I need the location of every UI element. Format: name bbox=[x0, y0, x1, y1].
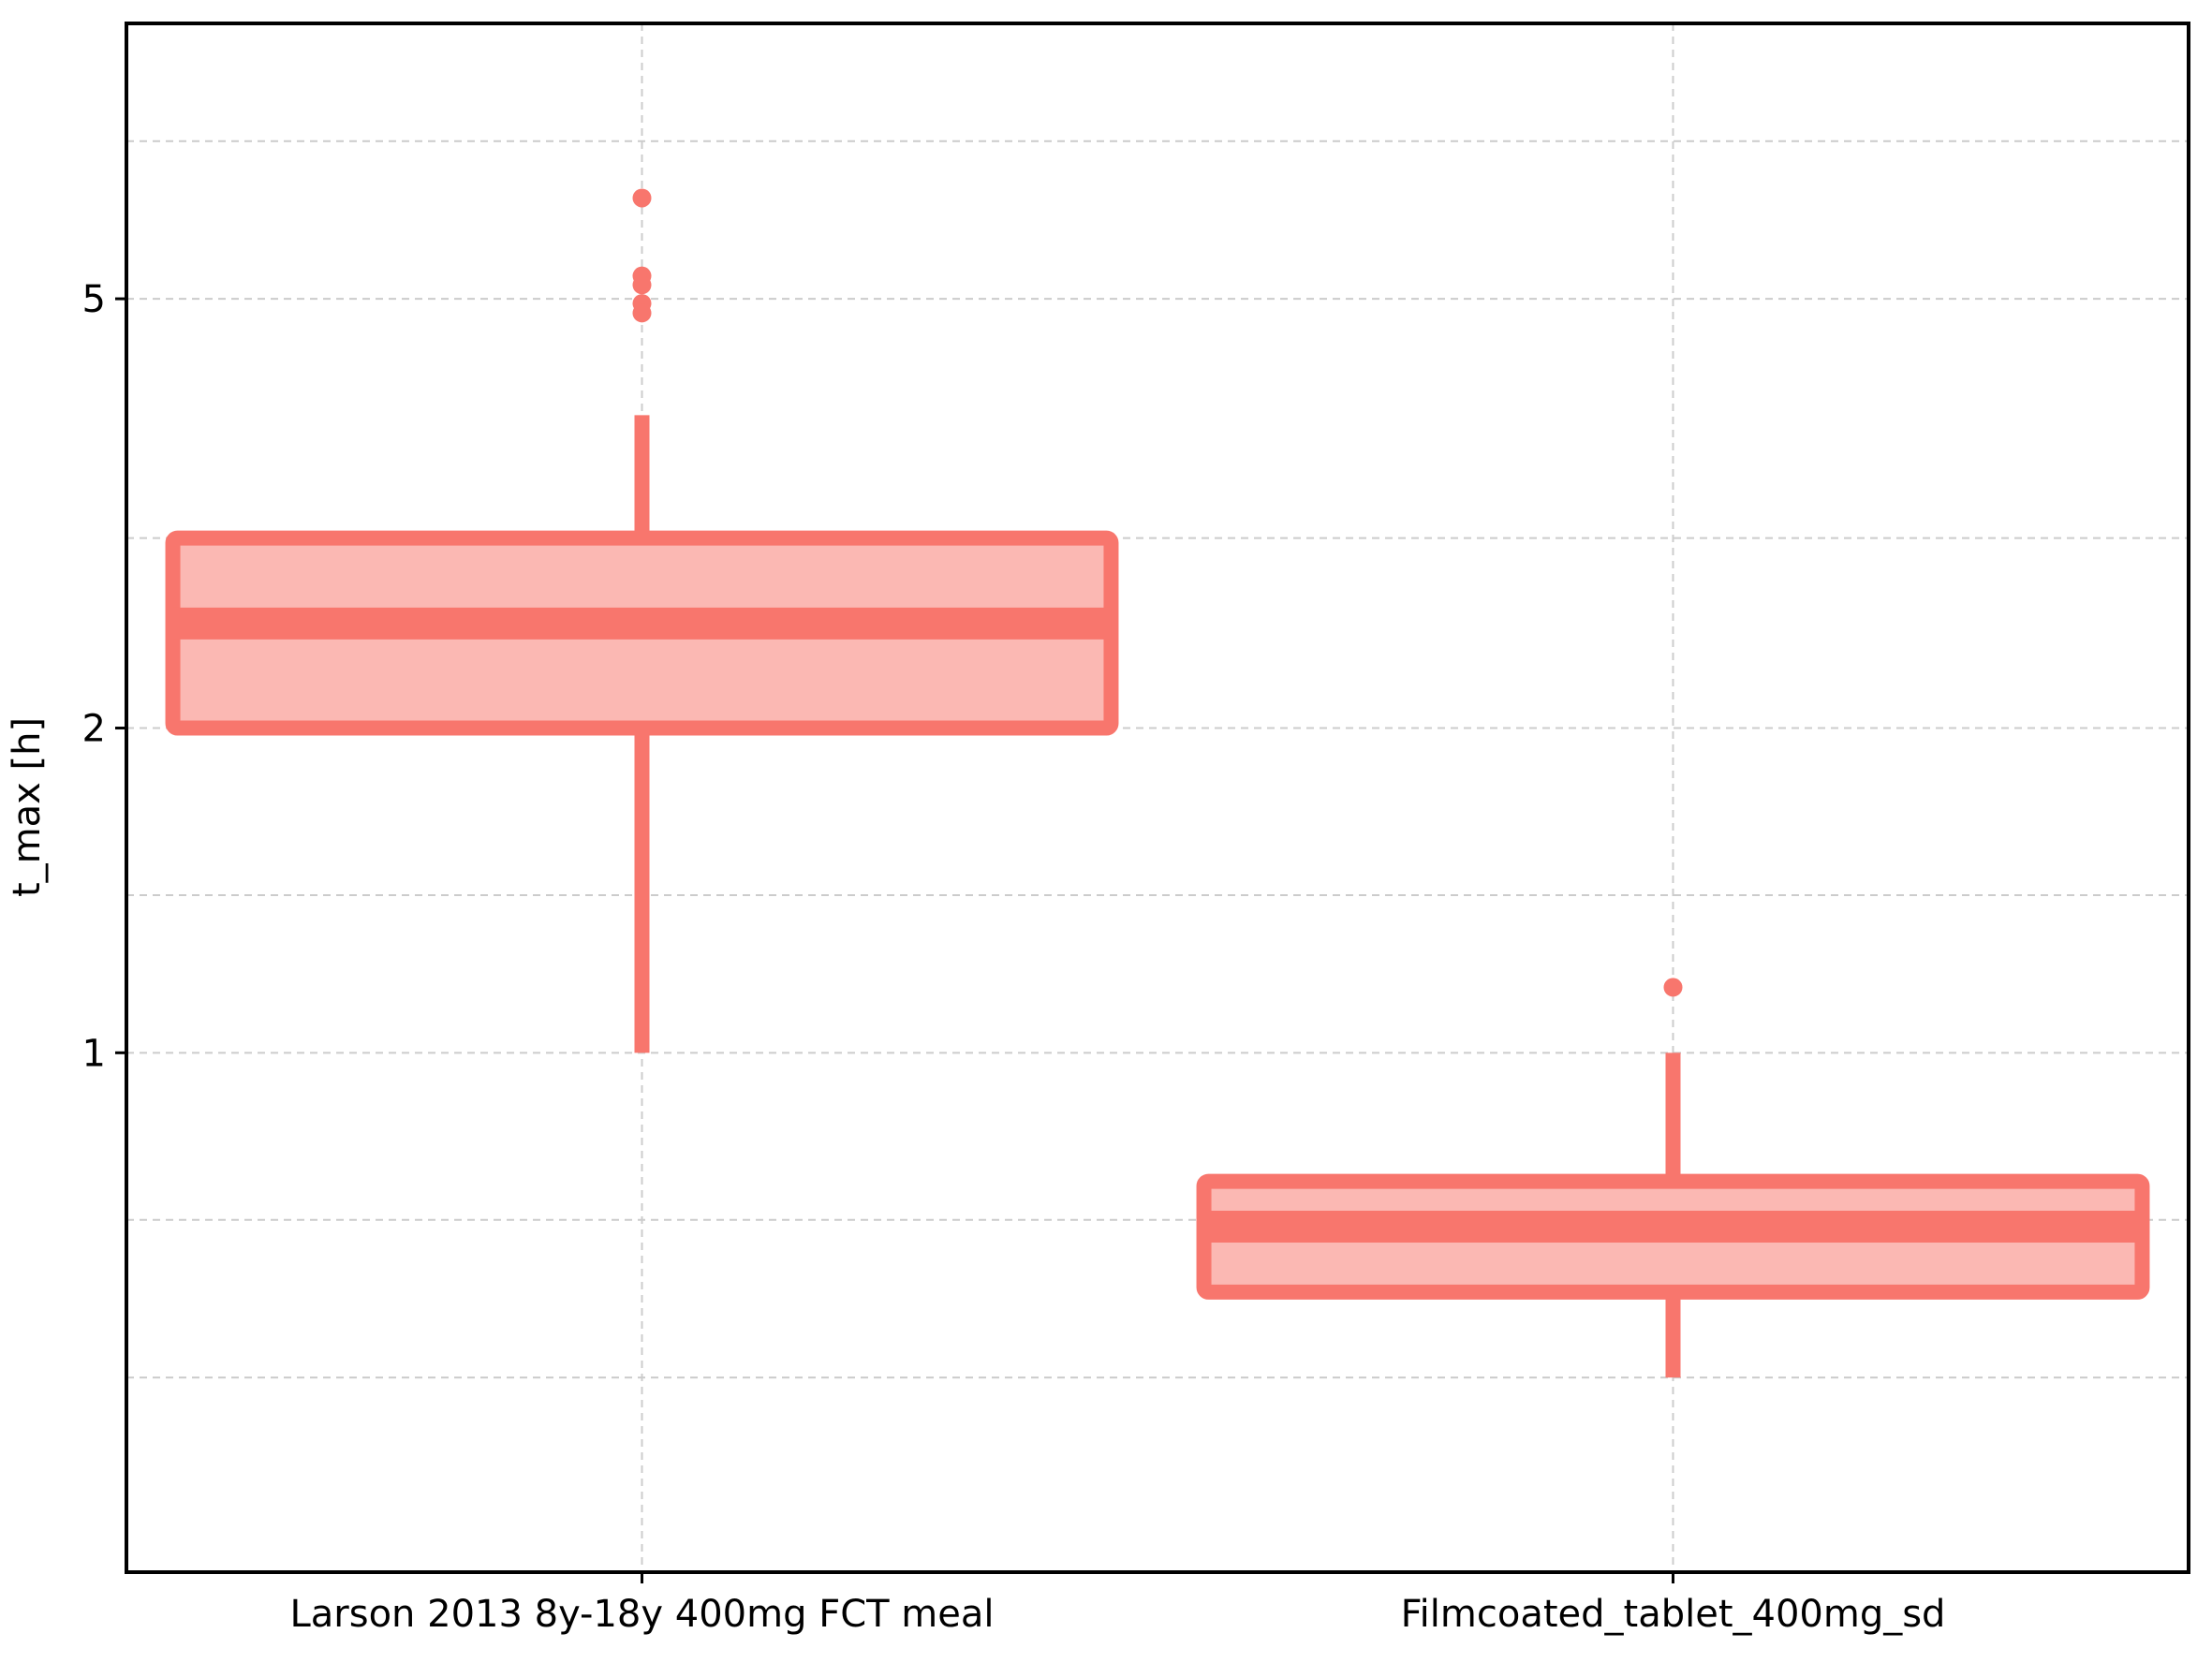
y-tick-label: 2 bbox=[82, 708, 106, 751]
outlier-point bbox=[632, 303, 652, 323]
y-tick-label: 5 bbox=[82, 278, 106, 321]
y-tick-label: 1 bbox=[82, 1032, 106, 1075]
box-group bbox=[1196, 978, 2150, 1378]
box-group bbox=[165, 188, 1119, 1053]
x-tick-label: Larson 2013 8y-18y 400mg FCT meal bbox=[290, 1593, 995, 1636]
plot-frame bbox=[125, 22, 2190, 1574]
outlier-point bbox=[632, 188, 652, 208]
outlier-point bbox=[632, 275, 652, 295]
outlier-point bbox=[1663, 978, 1683, 997]
x-tick-label: Filmcoated_tablet_400mg_sd bbox=[1401, 1593, 1946, 1636]
axis-layer: 1 2 5 Larson 2013 8y-18y 400mg FCT meal Film… bbox=[82, 22, 2190, 1636]
mark-layer bbox=[165, 188, 2150, 1378]
y-axis-label: t_max [h] bbox=[6, 717, 49, 897]
